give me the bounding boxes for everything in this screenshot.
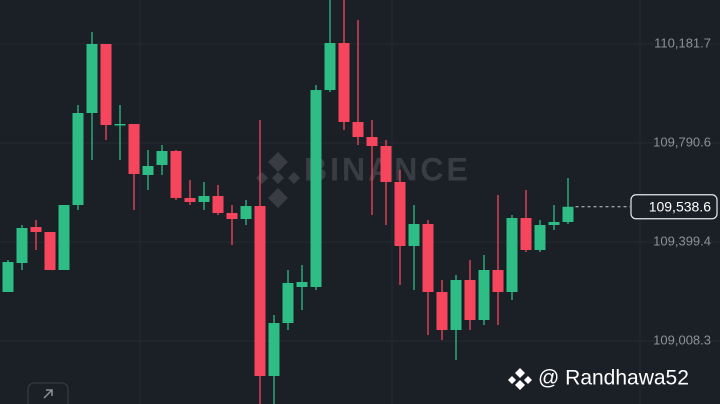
candle-body (464, 279, 476, 321)
candle-body (492, 269, 504, 292)
candle-body (520, 217, 532, 250)
candle-body (436, 291, 448, 331)
candle-body (324, 43, 336, 91)
expand-button[interactable] (27, 382, 69, 404)
candle-body (366, 136, 378, 147)
candle-body (72, 112, 84, 206)
candle-body (408, 223, 420, 246)
credit: @ Randhawa52 (538, 367, 689, 390)
candle-body (16, 227, 28, 264)
y-tick-label: 110,181.7 (654, 35, 711, 50)
expand-icon (43, 389, 53, 399)
candle-body (156, 150, 168, 165)
candle-body (114, 124, 126, 126)
candle-body (338, 43, 350, 123)
candle-body (240, 205, 252, 220)
candle-body (2, 261, 14, 292)
credit-logo (508, 368, 532, 390)
candle-body (44, 231, 56, 270)
candle-body (128, 124, 140, 175)
candle-body (534, 225, 546, 250)
y-tick-label: 109,008.3 (653, 332, 711, 347)
candles (2, 0, 574, 404)
candle-body (380, 146, 392, 182)
candle-body (562, 206, 574, 222)
watermark-logo (256, 152, 300, 208)
grid (0, 43, 720, 342)
candle-body (212, 195, 224, 214)
candle-body (422, 223, 434, 292)
candle-body (184, 197, 196, 202)
candle-body (226, 213, 238, 220)
candle-body (310, 90, 322, 288)
candle-body (100, 43, 112, 125)
candle-body (142, 166, 154, 175)
last-price-label: 109,538.6 (649, 198, 711, 214)
candle-body (254, 205, 266, 377)
candle-body (548, 221, 560, 226)
candle-body (86, 43, 98, 113)
last-price-box (630, 194, 718, 220)
candle-body (478, 269, 490, 321)
y-tick-label: 109,399.4 (653, 233, 711, 248)
candle-body (198, 195, 210, 202)
candle-body (170, 150, 182, 198)
candle-body (282, 283, 294, 323)
credit-group: @ Randhawa52 (508, 367, 689, 390)
candle-body (506, 217, 518, 292)
candle-body (394, 181, 406, 246)
candle-body (268, 322, 280, 377)
candle-body (30, 227, 42, 232)
y-tick-label: 109,790.6 (653, 134, 711, 149)
candle-body (352, 122, 364, 137)
candle-body (296, 281, 308, 288)
candle-body (450, 279, 462, 331)
candle-body (58, 205, 70, 270)
price-axis: 110,181.7 109,790.6 109,399.4 109,008.3 109,… (575, 35, 718, 347)
